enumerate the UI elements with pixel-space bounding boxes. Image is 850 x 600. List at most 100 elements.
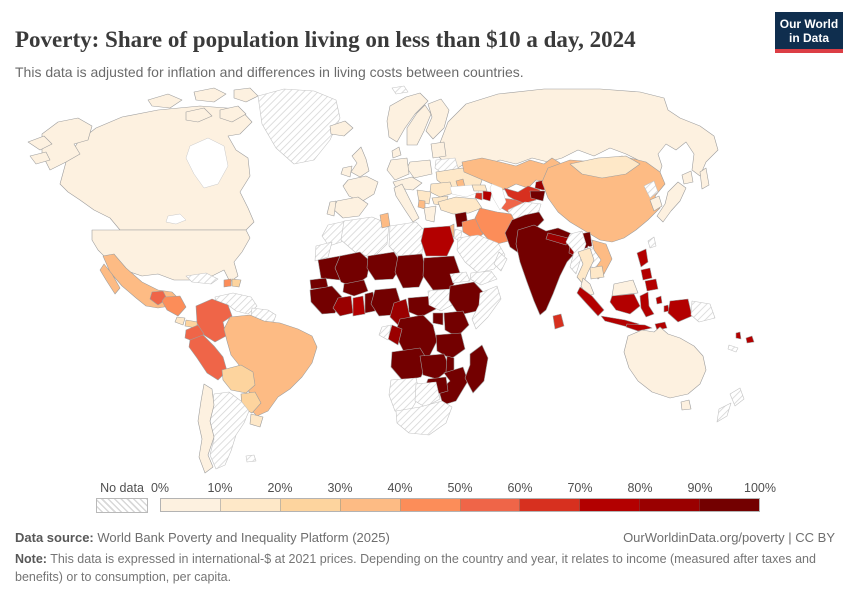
country-philippines-visayas[interactable]: [640, 267, 653, 281]
country-argentina[interactable]: [209, 391, 250, 470]
country-united-kingdom[interactable]: [350, 146, 370, 178]
country-philippines-luzon[interactable]: [636, 248, 649, 268]
country-azerbaijan[interactable]: [482, 190, 493, 202]
country-indonesia-lesser-sunda[interactable]: [625, 323, 653, 332]
country-botswana[interactable]: [414, 381, 441, 408]
country-turkey[interactable]: [437, 196, 483, 215]
country-falkland-islands[interactable]: [245, 454, 257, 463]
country-japan-hokkaido[interactable]: [681, 170, 694, 185]
country-russia-west-fragment[interactable]: [27, 135, 53, 151]
arctic-island-icon[interactable]: [147, 93, 183, 109]
country-vanuatu[interactable]: [735, 331, 742, 340]
legend-swatch[interactable]: [520, 499, 581, 511]
country-russia-west-fragment[interactable]: [29, 151, 51, 165]
country-madagascar[interactable]: [464, 344, 489, 394]
country-angola[interactable]: [390, 347, 429, 382]
country-indonesia-sulawesi[interactable]: [639, 291, 655, 318]
country-indonesia-maluku[interactable]: [655, 295, 663, 305]
country-svalbard[interactable]: [391, 85, 409, 95]
arctic-island-icon[interactable]: [193, 87, 227, 103]
legend-swatch[interactable]: [280, 499, 341, 511]
legend-color-bar[interactable]: [160, 498, 760, 512]
country-uruguay[interactable]: [249, 413, 264, 428]
owid-logo[interactable]: Our World in Data: [775, 12, 843, 53]
country-mexico-baja[interactable]: [99, 263, 121, 295]
country-cote-divoire[interactable]: [332, 295, 354, 317]
country-fiji[interactable]: [745, 335, 755, 344]
legend-swatch[interactable]: [580, 499, 641, 511]
country-philippines-mindanao[interactable]: [644, 278, 659, 292]
country-egypt[interactable]: [420, 225, 455, 257]
legend-swatch[interactable]: [460, 499, 521, 511]
country-italy[interactable]: [393, 183, 420, 223]
country-somalia[interactable]: [471, 285, 502, 330]
country-chile[interactable]: [197, 383, 215, 474]
world-map[interactable]: [0, 84, 850, 480]
country-north-korea[interactable]: [643, 180, 659, 199]
country-thailand[interactable]: [576, 247, 595, 285]
arctic-island-icon[interactable]: [185, 107, 213, 123]
country-sudan[interactable]: [422, 255, 461, 291]
country-greece[interactable]: [423, 205, 437, 223]
country-papua-new-guinea[interactable]: [690, 300, 716, 323]
country-oman[interactable]: [493, 251, 508, 272]
attribution-link[interactable]: OurWorldinData.org/poverty | CC BY: [623, 530, 835, 545]
country-poland[interactable]: [406, 159, 433, 179]
country-uganda[interactable]: [432, 312, 444, 326]
country-sweden[interactable]: [406, 104, 432, 146]
country-western-sahara[interactable]: [314, 241, 333, 262]
country-nepal[interactable]: [545, 232, 569, 246]
country-south-sudan[interactable]: [427, 288, 457, 312]
country-spain[interactable]: [332, 196, 369, 219]
country-tunisia[interactable]: [379, 212, 391, 229]
country-malaysia-borneo[interactable]: [611, 279, 639, 297]
country-france[interactable]: [342, 175, 379, 203]
country-germany[interactable]: [386, 157, 410, 181]
country-haiti[interactable]: [223, 278, 232, 288]
no-data-swatch[interactable]: [96, 498, 148, 513]
country-dominican-republic[interactable]: [231, 278, 242, 288]
country-eritrea[interactable]: [449, 271, 471, 284]
country-russia[interactable]: [435, 88, 719, 181]
country-taiwan[interactable]: [647, 236, 657, 249]
country-ireland[interactable]: [340, 165, 353, 178]
country-india[interactable]: [515, 224, 581, 316]
country-indonesia-papua[interactable]: [667, 298, 693, 323]
country-yemen[interactable]: [469, 270, 498, 286]
legend-swatch[interactable]: [161, 499, 221, 511]
country-togo-benin[interactable]: [364, 291, 376, 314]
country-tanzania[interactable]: [435, 332, 466, 360]
country-timor-leste[interactable]: [654, 321, 668, 331]
country-bolivia[interactable]: [221, 364, 256, 394]
arctic-island-icon[interactable]: [233, 87, 259, 103]
country-norway[interactable]: [386, 92, 429, 143]
country-new-caledonia[interactable]: [727, 344, 739, 353]
country-new-zealand-south[interactable]: [716, 402, 732, 423]
country-zambia[interactable]: [419, 353, 451, 380]
country-greenland[interactable]: [257, 88, 341, 165]
country-honduras-nicaragua[interactable]: [161, 295, 187, 317]
country-canada[interactable]: [59, 105, 255, 231]
country-denmark[interactable]: [391, 146, 402, 159]
country-indonesia-sumatra[interactable]: [576, 286, 605, 317]
country-saudi-arabia[interactable]: [456, 234, 506, 274]
country-armenia[interactable]: [474, 192, 483, 201]
country-indonesia-kalimantan[interactable]: [609, 293, 641, 315]
country-myanmar[interactable]: [565, 230, 587, 275]
country-algeria[interactable]: [340, 216, 390, 259]
country-finland[interactable]: [425, 98, 450, 140]
country-portugal[interactable]: [326, 200, 337, 217]
country-kenya[interactable]: [443, 310, 470, 338]
country-new-zealand-north[interactable]: [729, 387, 745, 407]
country-ghana[interactable]: [352, 295, 366, 317]
country-tajikistan[interactable]: [529, 190, 546, 202]
country-mozambique[interactable]: [438, 366, 469, 406]
legend-swatch[interactable]: [400, 499, 461, 511]
country-australia-tasmania[interactable]: [680, 399, 692, 411]
legend-swatch[interactable]: [640, 499, 701, 511]
country-peru[interactable]: [188, 334, 228, 381]
arctic-island-icon[interactable]: [219, 105, 247, 123]
country-brazil[interactable]: [223, 314, 318, 417]
country-iceland[interactable]: [329, 120, 354, 137]
country-south-africa[interactable]: [395, 400, 453, 436]
